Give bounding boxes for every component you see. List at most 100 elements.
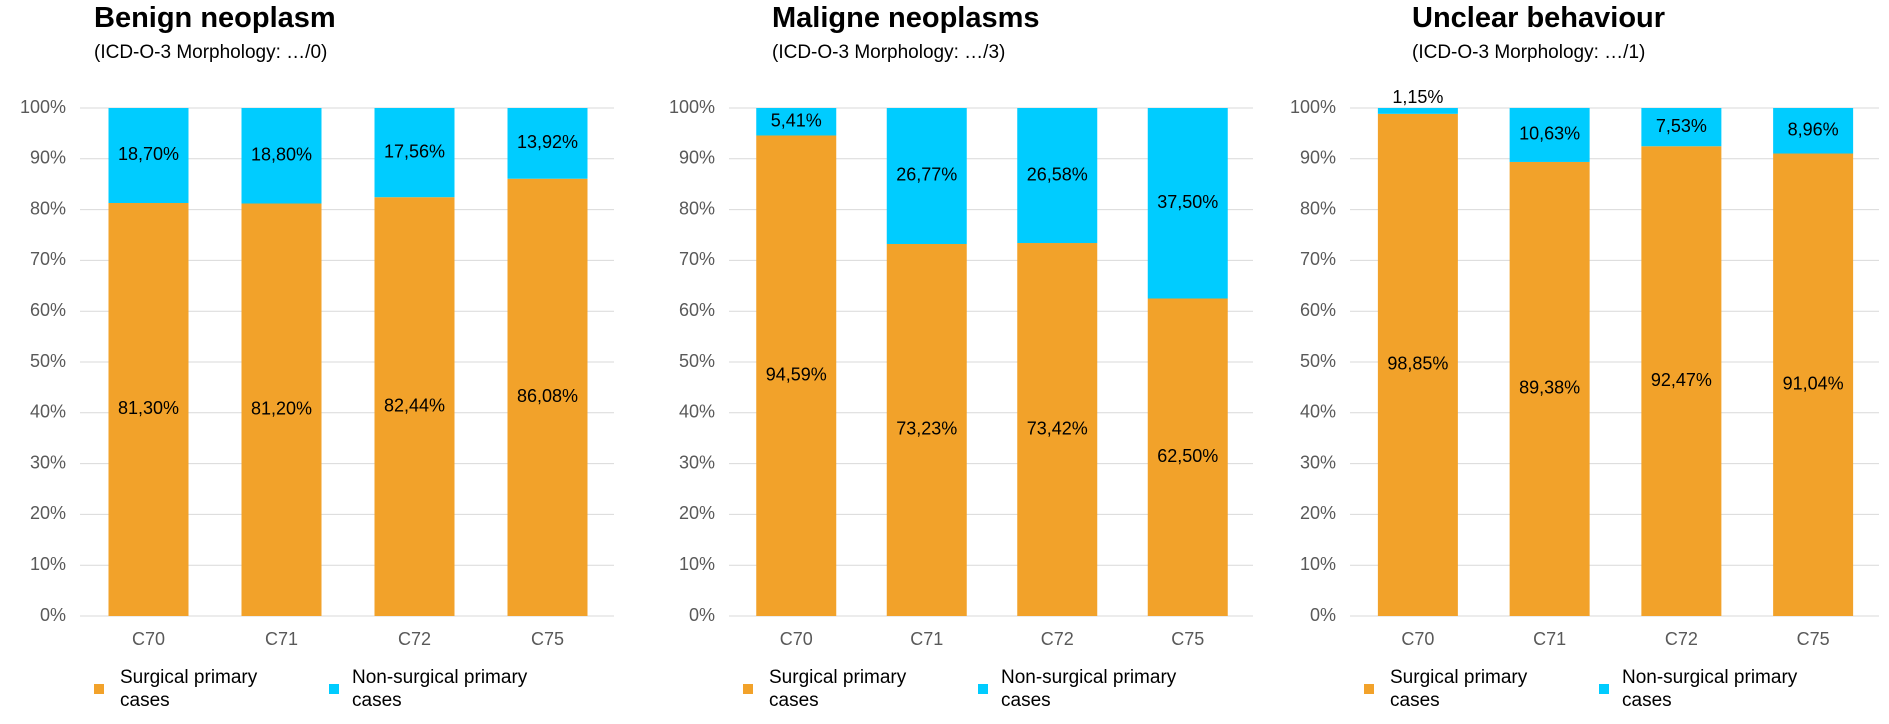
y-tick-label: 50% bbox=[1300, 351, 1336, 371]
bar-segment bbox=[241, 203, 322, 616]
y-tick-label: 100% bbox=[1290, 97, 1336, 117]
bar-segment bbox=[507, 178, 588, 616]
x-tick-label: C72 bbox=[398, 629, 431, 649]
y-tick-label: 30% bbox=[1300, 452, 1336, 472]
chart-subtitle: (ICD-O-3 Morphology: …/3) bbox=[772, 42, 1006, 63]
y-tick-label: 0% bbox=[40, 605, 66, 625]
bar-segment bbox=[886, 243, 967, 617]
y-tick-label: 0% bbox=[1310, 605, 1336, 625]
y-tick-label: 100% bbox=[669, 97, 715, 117]
y-tick-label: 70% bbox=[1300, 249, 1336, 269]
chart-title: Benign neoplasm bbox=[94, 2, 336, 34]
legend-swatch bbox=[743, 684, 753, 694]
bar-segment bbox=[374, 197, 455, 616]
y-tick-label: 60% bbox=[679, 300, 715, 320]
y-tick-label: 0% bbox=[689, 605, 715, 625]
data-label: 26,58% bbox=[1027, 164, 1088, 184]
y-tick-label: 70% bbox=[30, 249, 66, 269]
bar-segment bbox=[756, 135, 837, 617]
data-label: 17,56% bbox=[384, 141, 445, 161]
data-label: 26,77% bbox=[896, 165, 957, 185]
bar-segment bbox=[1147, 108, 1228, 299]
legend-swatch bbox=[1599, 684, 1609, 694]
data-label: 81,30% bbox=[118, 398, 179, 418]
x-tick-label: C75 bbox=[531, 629, 564, 649]
y-tick-label: 90% bbox=[1300, 148, 1336, 168]
y-tick-label: 10% bbox=[30, 554, 66, 574]
y-tick-label: 100% bbox=[20, 97, 66, 117]
legend-swatch bbox=[978, 684, 988, 694]
bar-segment bbox=[1147, 298, 1228, 616]
bar-segment bbox=[1377, 108, 1458, 114]
x-tick-label: C70 bbox=[132, 629, 165, 649]
y-tick-label: 20% bbox=[679, 503, 715, 523]
data-label: 91,04% bbox=[1783, 374, 1844, 394]
data-label: 18,70% bbox=[118, 144, 179, 164]
data-label: 62,50% bbox=[1157, 446, 1218, 466]
y-tick-label: 10% bbox=[1300, 554, 1336, 574]
bar-segment bbox=[1017, 243, 1098, 616]
chart-title: Unclear behaviour bbox=[1412, 2, 1666, 34]
data-label: 82,44% bbox=[384, 395, 445, 415]
bar-segment bbox=[507, 108, 588, 179]
data-label: 73,23% bbox=[896, 419, 957, 439]
y-tick-label: 50% bbox=[30, 351, 66, 371]
data-label: 92,47% bbox=[1651, 370, 1712, 390]
chart-subtitle: (ICD-O-3 Morphology: …/0) bbox=[94, 42, 328, 63]
bar-segment bbox=[1377, 113, 1458, 616]
legend-label: Surgical primary cases bbox=[120, 667, 258, 711]
data-label: 89,38% bbox=[1519, 378, 1580, 398]
data-label: 8,96% bbox=[1788, 120, 1839, 140]
data-label: 13,92% bbox=[517, 132, 578, 152]
data-label: 18,80% bbox=[251, 145, 312, 165]
bar-segment bbox=[108, 202, 189, 616]
bar-segment bbox=[1773, 153, 1854, 617]
data-label: 5,41% bbox=[771, 110, 822, 130]
bar-segment bbox=[241, 108, 322, 204]
bar-segment bbox=[374, 108, 455, 198]
data-label: 73,42% bbox=[1027, 418, 1088, 438]
chart-subtitle: (ICD-O-3 Morphology: …/1) bbox=[1412, 42, 1646, 63]
data-label: 1,15% bbox=[1392, 87, 1443, 107]
y-tick-label: 20% bbox=[1300, 503, 1336, 523]
data-label: 81,20% bbox=[251, 399, 312, 419]
y-tick-label: 90% bbox=[30, 148, 66, 168]
y-tick-label: 40% bbox=[679, 402, 715, 422]
y-tick-label: 80% bbox=[679, 198, 715, 218]
bar-segment bbox=[1017, 108, 1098, 244]
y-tick-label: 40% bbox=[30, 402, 66, 422]
bar-segment bbox=[886, 108, 967, 244]
data-label: 94,59% bbox=[766, 364, 827, 384]
y-tick-label: 50% bbox=[679, 351, 715, 371]
x-tick-label: C75 bbox=[1797, 629, 1830, 649]
data-label: 10,63% bbox=[1519, 124, 1580, 144]
legend-label: Non-surgical primary cases bbox=[1622, 667, 1798, 711]
y-tick-label: 90% bbox=[679, 148, 715, 168]
y-tick-label: 30% bbox=[30, 452, 66, 472]
y-tick-label: 80% bbox=[30, 198, 66, 218]
y-tick-label: 60% bbox=[1300, 300, 1336, 320]
legend-label: Non-surgical primary cases bbox=[1001, 667, 1177, 711]
data-label: 98,85% bbox=[1387, 354, 1448, 374]
bar-segment bbox=[1509, 161, 1590, 617]
x-tick-label: C70 bbox=[1401, 629, 1434, 649]
bar-segment bbox=[1773, 108, 1854, 154]
legend-swatch bbox=[94, 684, 104, 694]
legend-label: Surgical primary cases bbox=[769, 667, 907, 711]
y-tick-label: 80% bbox=[1300, 198, 1336, 218]
legend-label: Non-surgical primary cases bbox=[352, 667, 528, 711]
x-tick-label: C71 bbox=[265, 629, 298, 649]
bar-segment bbox=[1641, 108, 1722, 147]
y-tick-label: 70% bbox=[679, 249, 715, 269]
legend-swatch bbox=[1364, 684, 1374, 694]
legend-label: Surgical primary cases bbox=[1390, 667, 1528, 711]
y-tick-label: 10% bbox=[679, 554, 715, 574]
y-tick-label: 60% bbox=[30, 300, 66, 320]
x-tick-label: C70 bbox=[780, 629, 813, 649]
chart-title: Maligne neoplasms bbox=[772, 2, 1040, 34]
legend-swatch bbox=[329, 684, 339, 694]
y-tick-label: 40% bbox=[1300, 402, 1336, 422]
y-tick-label: 30% bbox=[679, 452, 715, 472]
data-label: 7,53% bbox=[1656, 116, 1707, 136]
